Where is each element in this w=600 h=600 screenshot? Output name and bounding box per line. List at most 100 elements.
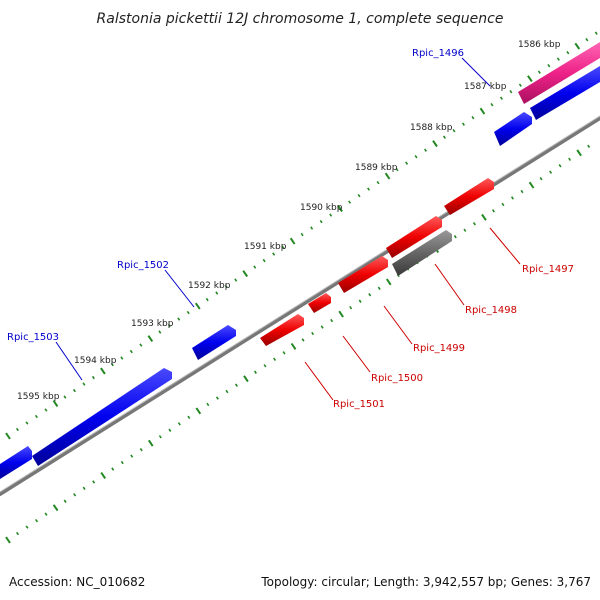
- scale-tick: [385, 278, 392, 286]
- scale-tick-track-lower: [5, 144, 591, 544]
- gene-labels: Rpic_1496 Rpic_1502 Rpic_1503 Rpic_1497 …: [7, 48, 574, 410]
- gene-label-rpic-1498[interactable]: Rpic_1498: [465, 305, 517, 316]
- gene-feature-1587-blue[interactable]: [494, 112, 532, 146]
- scale-tick: [310, 226, 314, 230]
- gene-feature-rpic-1496[interactable]: [518, 42, 600, 104]
- scale-tick-track-upper: [5, 31, 598, 440]
- scale-tick: [594, 31, 598, 35]
- scale-tick: [282, 351, 286, 355]
- scale-tick: [509, 89, 513, 94]
- scale-tick: [311, 331, 315, 336]
- scale-tick: [319, 219, 323, 224]
- scale-tick: [585, 37, 589, 42]
- gene-feature-rpic-1499b[interactable]: [386, 216, 442, 258]
- scale-tick: [424, 148, 427, 152]
- reverse-strand-genes: [260, 178, 494, 346]
- scale-tick: [253, 370, 257, 374]
- scale-tick: [301, 338, 305, 342]
- gene-label-rpic-1500[interactable]: Rpic_1500: [371, 373, 423, 384]
- scale-tick: [205, 297, 209, 302]
- scale-tick: [338, 310, 344, 318]
- gene-feature-rpic-1502[interactable]: [192, 325, 236, 360]
- scale-tick: [329, 213, 333, 217]
- scale-tick: [158, 330, 162, 334]
- gene-label-rpic-1502[interactable]: Rpic_1502: [117, 260, 169, 271]
- scale-tick: [289, 237, 296, 245]
- scale-tick: [442, 135, 446, 139]
- scale-tick: [168, 428, 172, 432]
- scale-tick: [186, 310, 190, 315]
- gene-feature-rpic-1499[interactable]: [338, 256, 388, 293]
- scale-tick: [556, 57, 560, 61]
- scale-label: 1592 kbp: [188, 281, 231, 291]
- gene-feature-1586-blue[interactable]: [530, 66, 600, 120]
- scale-tick: [82, 486, 86, 491]
- gene-label-rpic-1496[interactable]: Rpic_1496: [412, 48, 464, 59]
- scale-tick: [44, 512, 48, 516]
- scale-tick: [120, 460, 124, 465]
- scale-tick: [539, 176, 543, 181]
- gene-feature-rpic-1498[interactable]: [392, 230, 452, 276]
- scale-tick: [225, 389, 229, 394]
- scale-tick: [463, 228, 467, 232]
- scale-tick: [44, 408, 48, 412]
- scale-tick: [92, 480, 96, 484]
- scale-tick: [510, 196, 514, 200]
- gene-label-rpic-1501[interactable]: Rpic_1501: [333, 399, 385, 410]
- scale-tick: [215, 396, 219, 400]
- scale-tick: [518, 83, 522, 87]
- scale-tick: [234, 383, 238, 387]
- scale-tick: [91, 375, 95, 380]
- scale-tick: [337, 205, 343, 213]
- scale-tick: [206, 402, 210, 407]
- scale-tick: [472, 222, 476, 226]
- scale-tick: [111, 467, 115, 471]
- scale-tick: [574, 42, 581, 50]
- scale-tick: [528, 181, 535, 189]
- gene-label-rpic-1499[interactable]: Rpic_1499: [413, 343, 465, 354]
- scale-tick: [63, 499, 67, 503]
- scale-tick: [330, 318, 334, 323]
- scale-tick: [290, 342, 297, 350]
- scale-tick: [357, 193, 361, 198]
- scale-tick: [52, 504, 59, 512]
- scale-tick: [281, 245, 285, 250]
- scale-tick: [491, 209, 495, 213]
- scale-tick: [243, 375, 249, 383]
- scale-tick: [384, 172, 391, 180]
- scale-tick: [501, 202, 505, 207]
- scale-label: 1593 kbp: [131, 319, 174, 329]
- scale-tick: [35, 518, 39, 523]
- gene-feature-fwd-left-edge[interactable]: [0, 446, 32, 479]
- gene-feature-rpic-1503[interactable]: [32, 368, 172, 466]
- scale-tick: [167, 323, 171, 328]
- scale-tick: [471, 115, 475, 120]
- scale-tick: [187, 415, 191, 420]
- scale-tick: [5, 432, 11, 440]
- gene-label-rpic-1503[interactable]: Rpic_1503: [7, 332, 59, 343]
- scale-label: 1589 kbp: [355, 163, 398, 173]
- scale-tick: [272, 252, 276, 256]
- scale-tick: [147, 335, 154, 342]
- scale-tick: [73, 493, 77, 497]
- scale-tick: [129, 349, 133, 354]
- scale-tick: [481, 213, 487, 221]
- scale-tick: [100, 472, 107, 479]
- scale-tick: [520, 189, 524, 194]
- scale-tick: [15, 427, 19, 432]
- scale-tick: [452, 128, 456, 133]
- scale-tick: [479, 107, 486, 115]
- scale-tick: [263, 364, 267, 368]
- scale-tick: [405, 161, 409, 165]
- gene-feature-rpic-1500[interactable]: [308, 293, 331, 313]
- scale-tick: [177, 422, 181, 426]
- gene-feature-rpic-1501[interactable]: [260, 314, 304, 346]
- scale-tick: [139, 447, 143, 452]
- scale-tick: [368, 293, 372, 297]
- scale-tick: [537, 70, 541, 74]
- scale-tick: [34, 414, 38, 419]
- gene-label-rpic-1497[interactable]: Rpic_1497: [522, 264, 574, 275]
- scale-tick: [63, 395, 67, 399]
- gene-feature-rpic-1497[interactable]: [444, 178, 494, 215]
